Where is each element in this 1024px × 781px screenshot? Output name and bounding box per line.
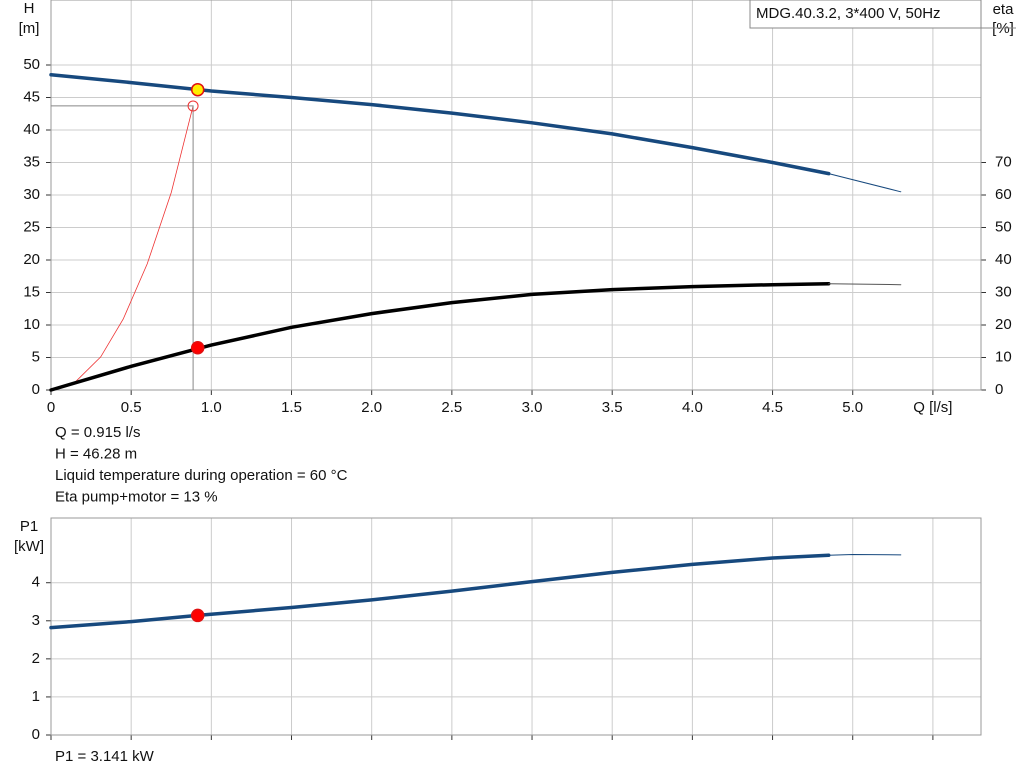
x-tick-label: 2.5 xyxy=(441,399,462,416)
y2-tick-label: 20 xyxy=(995,316,1012,333)
curve xyxy=(828,173,902,193)
x-tick-label: 0 xyxy=(47,399,55,416)
y-tick-label: 45 xyxy=(23,88,40,105)
chart-title: MDG.40.3.2, 3*400 V, 50Hz xyxy=(756,5,941,22)
curve xyxy=(828,283,902,286)
x-tick-label: 4.0 xyxy=(682,399,703,416)
y-axis-label: P1 xyxy=(20,518,38,535)
curve xyxy=(828,553,902,556)
y-axis-unit: [m] xyxy=(19,20,40,37)
y2-tick-label: 0 xyxy=(995,381,1003,398)
y-tick-label: 4 xyxy=(32,574,40,591)
y2-tick-label: 50 xyxy=(995,218,1012,235)
open-marker xyxy=(187,100,199,112)
y-tick-label: 30 xyxy=(23,186,40,203)
annotation: Q = 0.915 l/s xyxy=(55,424,140,441)
y2-tick-label: 60 xyxy=(995,186,1012,203)
x-tick-label: 1.0 xyxy=(201,399,222,416)
y-tick-label: 10 xyxy=(23,316,40,333)
y2-axis-label: eta xyxy=(993,1,1015,18)
y-axis-unit: [kW] xyxy=(14,538,44,555)
y-tick-label: 2 xyxy=(32,650,40,667)
y-tick-label: 35 xyxy=(23,153,40,170)
curve xyxy=(49,73,831,176)
operating-point xyxy=(190,82,205,97)
operating-point xyxy=(190,608,205,623)
x-tick-label: 1.5 xyxy=(281,399,302,416)
curve xyxy=(49,553,831,630)
plot-frame xyxy=(50,0,982,391)
annotation: Liquid temperature during operation = 60… xyxy=(55,467,348,484)
annotation: Eta pump+motor = 13 % xyxy=(55,488,218,505)
x-tick-label: 4.5 xyxy=(762,399,783,416)
x-tick-label: 5.0 xyxy=(842,399,863,416)
y-tick-label: 5 xyxy=(32,348,40,365)
y-tick-label: 3 xyxy=(32,612,40,629)
annotation: H = 46.28 m xyxy=(55,445,137,462)
plot-area xyxy=(50,517,982,736)
x-tick-label: 0.5 xyxy=(121,399,142,416)
y-tick-label: 0 xyxy=(32,381,40,398)
annotation: P1 = 3.141 kW xyxy=(55,748,155,765)
y-tick-label: 0 xyxy=(32,726,40,743)
x-tick-label: 3.0 xyxy=(522,399,543,416)
y-axis-label: H xyxy=(24,0,35,17)
x-tick-label: Q [l/s] xyxy=(913,399,952,416)
x-tick-label: 2.0 xyxy=(361,399,382,416)
operating-point xyxy=(190,341,205,355)
y-tick-label: 25 xyxy=(23,218,40,235)
title-box xyxy=(749,0,982,29)
y2-tick-label: 30 xyxy=(995,283,1012,300)
y2-tick-label: 10 xyxy=(995,348,1012,365)
x-tick-label: 3.5 xyxy=(602,399,623,416)
y-tick-label: 20 xyxy=(23,251,40,268)
curve xyxy=(49,281,831,392)
y-tick-label: 1 xyxy=(32,688,40,705)
y-tick-label: 50 xyxy=(23,56,40,73)
y2-tick-label: 70 xyxy=(995,153,1012,170)
y2-tick-label: 40 xyxy=(995,251,1012,268)
curve xyxy=(50,105,194,391)
y-tick-label: 15 xyxy=(23,283,40,300)
y-tick-label: 40 xyxy=(23,121,40,138)
